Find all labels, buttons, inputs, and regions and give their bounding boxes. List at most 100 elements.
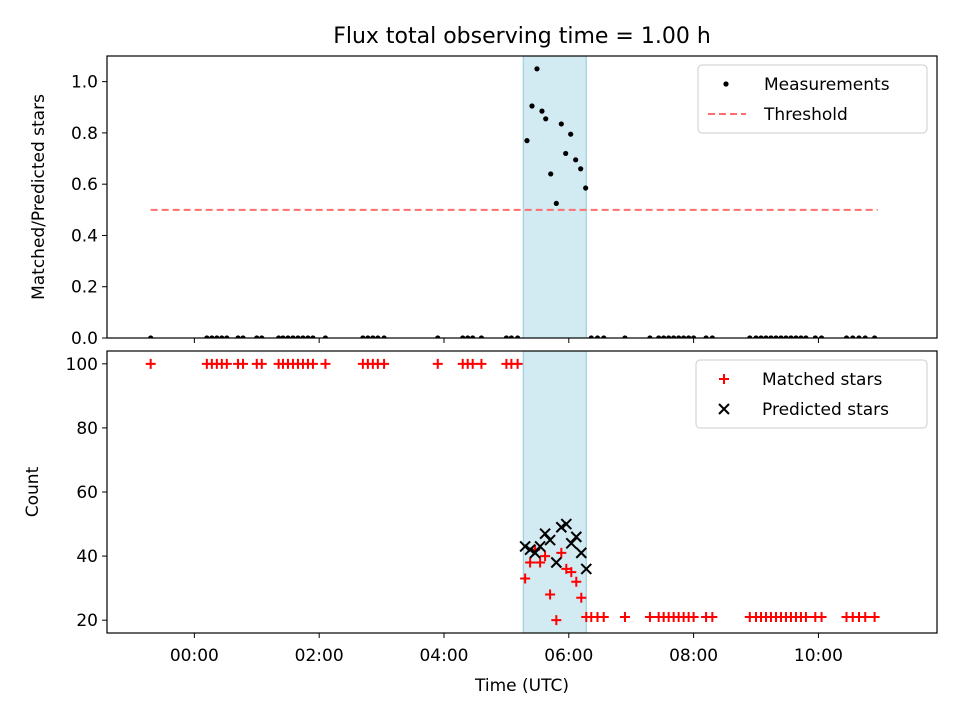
measurement-point [798, 335, 804, 338]
measurement-point [548, 171, 554, 177]
matched-star-point [551, 615, 562, 626]
measurement-point [280, 335, 286, 338]
measurement-point [370, 335, 376, 338]
predicted-star-point [544, 534, 556, 546]
legend-label: Matched stars [762, 370, 882, 390]
measurement-point [803, 335, 809, 338]
x-tick-label: 06:00 [544, 646, 593, 666]
measurement-point [753, 335, 759, 338]
measurement-point [204, 335, 210, 338]
matched-star-point [598, 611, 609, 622]
matched-star-point [566, 567, 577, 578]
measurement-point [553, 200, 559, 207]
y-axis-label: Matched/Predicted stars [29, 94, 49, 300]
matched-star-point [545, 589, 556, 600]
measurement-point [681, 335, 687, 338]
y-tick-label: 80 [76, 419, 98, 439]
measurement-point [365, 335, 371, 338]
measurement-point [601, 335, 607, 338]
measurement-point [529, 103, 535, 109]
measurement-point [259, 335, 265, 338]
y-tick-label: 0.2 [71, 278, 98, 298]
measurement-point [381, 335, 387, 338]
measurement-point [285, 335, 291, 338]
measurement-point [818, 335, 825, 338]
matched-star-point [540, 551, 551, 562]
x-tick-label: 02:00 [295, 646, 344, 666]
measurement-point [524, 138, 530, 144]
y-tick-label: 1.0 [71, 73, 98, 93]
measurement-point [235, 335, 241, 338]
predicted-star-point [565, 537, 578, 549]
measurement-point [578, 166, 584, 172]
matched-star-point [556, 547, 567, 558]
measurement-point [322, 335, 329, 338]
matched-star-point [379, 358, 390, 369]
measurement-point [778, 335, 784, 338]
y-tick-label: 20 [76, 611, 98, 631]
measurement-point [594, 335, 601, 338]
measurement-point [478, 335, 485, 338]
matched-star-point [145, 358, 156, 369]
matched-star-point [467, 358, 478, 369]
measurement-point [583, 185, 589, 191]
measurement-point [856, 335, 862, 338]
measurement-point [666, 335, 672, 338]
measurement-point [647, 335, 653, 338]
measurement-point [793, 335, 799, 338]
predicted-star-point [519, 540, 531, 553]
predicted-star-point [575, 547, 587, 559]
measurement-point [558, 121, 564, 127]
x-tick-label: 04:00 [419, 646, 468, 666]
legend-box [697, 64, 928, 134]
measurement-point [240, 335, 246, 338]
measurement-point [539, 108, 545, 114]
y-tick-label: 0.4 [71, 226, 98, 246]
measurement-point [290, 335, 296, 338]
measurement-point [219, 335, 225, 338]
legend-label: Threshold [763, 105, 848, 125]
measurement-point [214, 335, 220, 338]
measurement-point [843, 335, 850, 338]
axes-frame [106, 55, 938, 339]
matched-star-point [476, 358, 487, 369]
measurement-point [276, 335, 282, 338]
legend-box [695, 359, 928, 429]
measurement-point [703, 335, 709, 338]
predicted-star-point [539, 527, 551, 540]
measurement-point [300, 335, 306, 338]
measurement-point [563, 150, 569, 157]
matched-star-point [512, 358, 523, 369]
measurement-point [671, 335, 677, 338]
predicted-star-point [570, 531, 583, 543]
matched-star-point [221, 358, 232, 369]
legend-predicted-swatch [718, 403, 730, 415]
measurement-point [360, 335, 366, 338]
y-tick-label: 0.0 [71, 329, 98, 349]
matched-star-point [571, 576, 582, 587]
matched-star-point [869, 611, 880, 622]
data-layer [145, 358, 880, 626]
legend-label: Measurements [764, 75, 890, 95]
measurement-point [676, 335, 682, 338]
measurement-point [460, 335, 466, 338]
matched-star-point [525, 557, 536, 568]
matched-star-point [432, 358, 443, 369]
legend-measurement-swatch [723, 81, 729, 87]
measurement-point [435, 335, 441, 338]
matched-star-point [688, 611, 699, 622]
measurement-point [862, 335, 868, 338]
y-tick-label: 100 [66, 355, 98, 375]
matched-star-point [535, 557, 546, 568]
measurement-point [622, 335, 628, 338]
x-axis-label: Time (UTC) [474, 676, 569, 696]
measurement-point [224, 335, 230, 338]
shaded-span [522, 350, 587, 634]
measurement-point [254, 335, 260, 338]
measurement-point [503, 335, 509, 338]
measurement-point [850, 335, 856, 338]
matched-star-point [644, 611, 655, 622]
predicted-star-point [524, 543, 536, 556]
shaded-span [522, 55, 587, 339]
